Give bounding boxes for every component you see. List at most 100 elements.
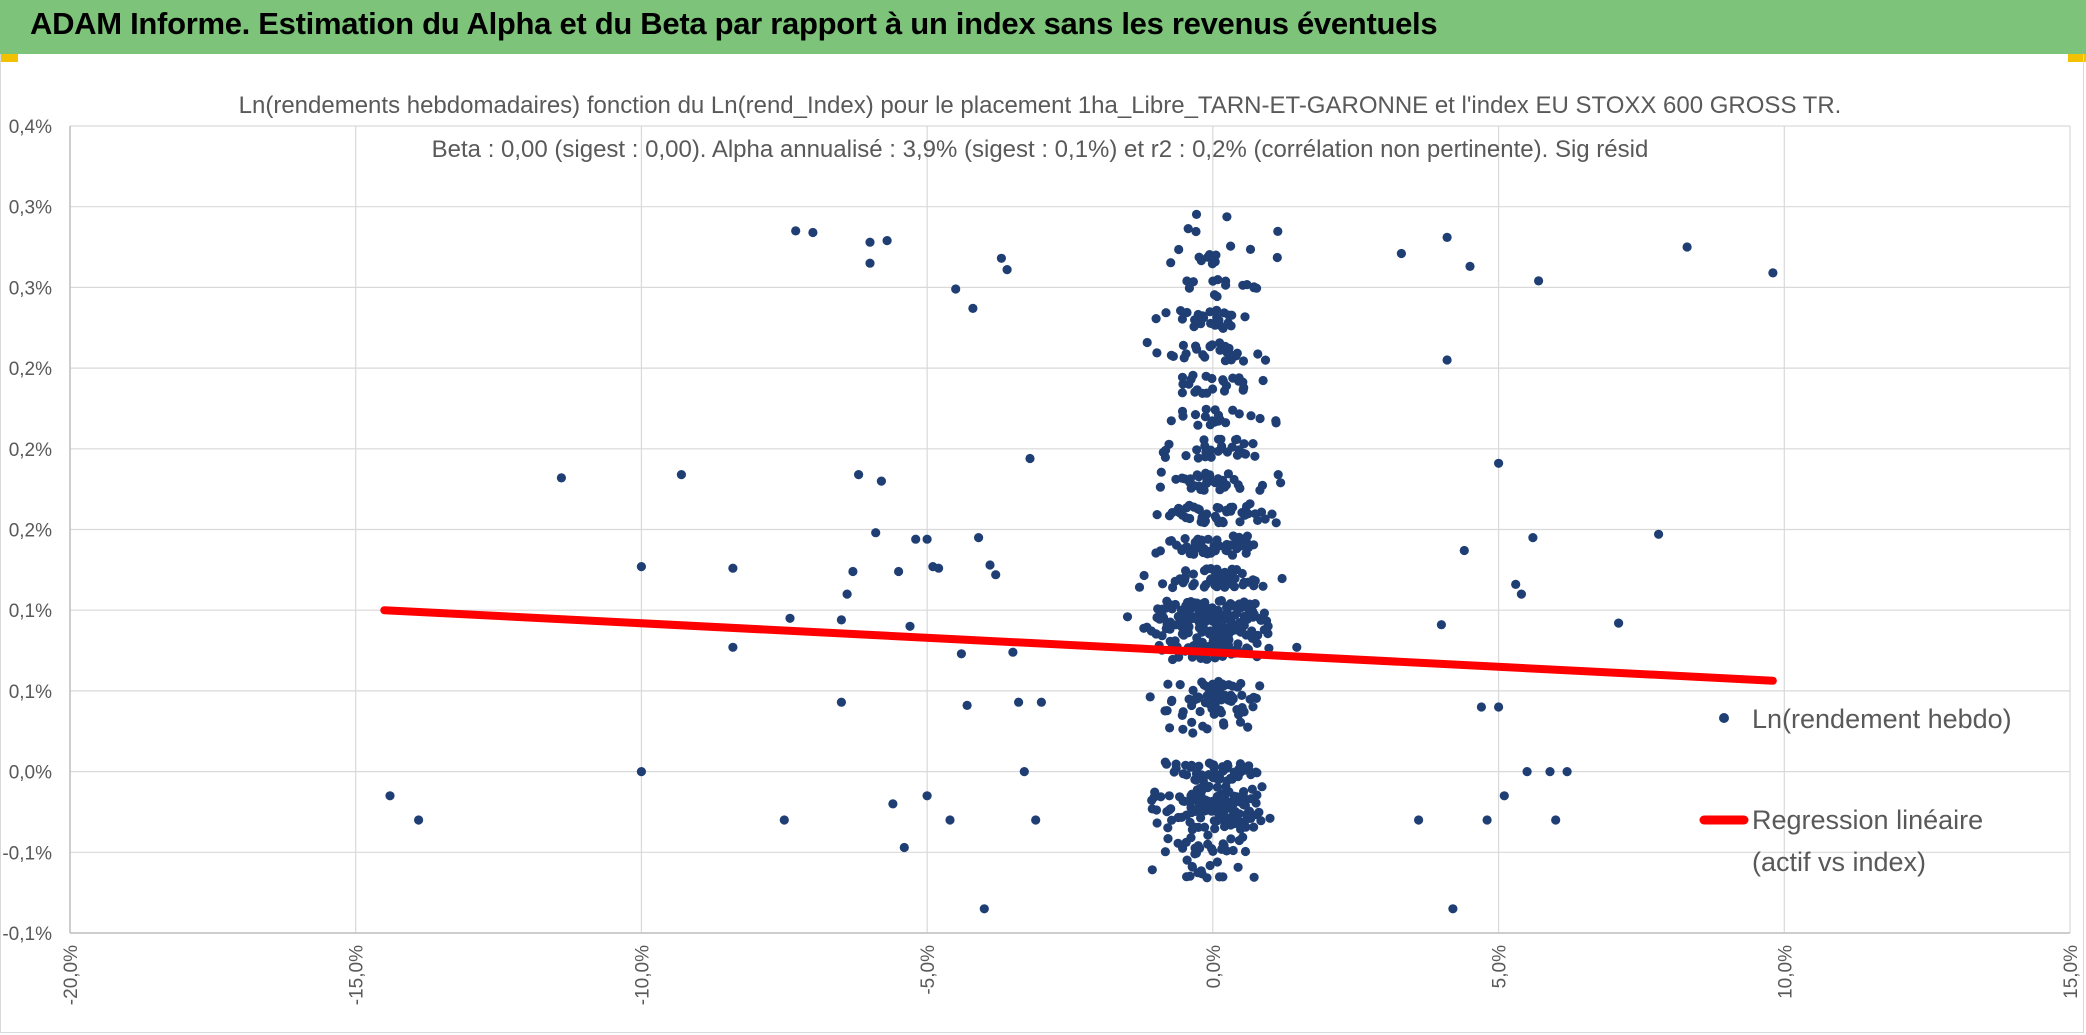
- data-point: [956, 649, 967, 659]
- chart-frame: [0, 54, 2084, 1033]
- data-point: [556, 473, 567, 483]
- data-point: [1168, 654, 1178, 665]
- y-tick-label: 0,1%: [9, 682, 52, 703]
- data-point: [1190, 537, 1200, 548]
- data-point: [1008, 647, 1018, 657]
- data-point: [1216, 434, 1226, 444]
- data-point: [1177, 372, 1188, 382]
- data-point: [779, 815, 789, 825]
- data-point: [1215, 320, 1225, 330]
- data-point: [1267, 509, 1277, 519]
- data-point: [1177, 314, 1187, 324]
- legend-label-series: Ln(rendement hebdo): [1752, 704, 2012, 734]
- data-point: [1226, 502, 1236, 512]
- data-point: [1193, 868, 1203, 878]
- data-point: [1173, 611, 1183, 622]
- data-point: [1203, 830, 1213, 840]
- data-point: [1212, 502, 1222, 513]
- y-tick-label: 0,1%: [9, 601, 52, 622]
- data-point: [1208, 605, 1218, 615]
- data-point: [1218, 639, 1228, 649]
- data-point: [1236, 817, 1246, 827]
- data-point: [922, 791, 932, 801]
- data-point: [1499, 791, 1509, 801]
- data-point: [1179, 353, 1189, 363]
- data-point: [1188, 547, 1198, 557]
- data-point: [1177, 406, 1188, 416]
- data-point: [1273, 470, 1283, 480]
- data-point: [1188, 581, 1198, 591]
- data-point: [1436, 620, 1446, 630]
- data-point: [1239, 787, 1249, 797]
- y-tick-label: -0,1%: [2, 843, 52, 864]
- data-point: [1511, 579, 1521, 590]
- y-tick-label: 0,2%: [9, 440, 52, 461]
- data-point: [1142, 337, 1152, 348]
- data-point: [854, 470, 864, 480]
- data-point: [676, 470, 687, 480]
- data-point: [985, 560, 995, 570]
- data-point: [876, 476, 887, 486]
- data-point: [842, 589, 852, 599]
- data-point: [1258, 581, 1268, 591]
- data-point: [1208, 476, 1218, 486]
- data-point: [1152, 818, 1162, 828]
- axes: [69, 126, 2070, 934]
- data-point: [1253, 349, 1263, 359]
- data-point: [1522, 767, 1532, 777]
- data-point: [1212, 535, 1222, 545]
- data-point: [1185, 474, 1195, 484]
- data-point: [1222, 776, 1232, 786]
- data-point: [1156, 792, 1166, 802]
- data-point: [1162, 619, 1172, 629]
- data-point: [1202, 873, 1212, 883]
- y-tick-label: 0,4%: [9, 117, 52, 138]
- data-point: [808, 227, 818, 238]
- data-point: [1193, 420, 1203, 430]
- y-tick-label: -0,1%: [2, 924, 52, 945]
- data-point: [1201, 371, 1211, 381]
- data-point: [922, 534, 932, 544]
- chart-title-line2: Beta : 0,00 (sigest : 0,00). Alpha annua…: [432, 136, 1649, 163]
- data-point: [1165, 536, 1175, 546]
- data-point: [1163, 823, 1173, 833]
- data-point: [414, 815, 424, 825]
- data-point: [911, 534, 921, 544]
- data-point: [1201, 472, 1211, 482]
- data-point: [1155, 482, 1165, 492]
- data-point: [1200, 412, 1210, 422]
- data-point: [1190, 410, 1201, 420]
- data-point: [1256, 507, 1267, 517]
- data-point: [1229, 819, 1239, 829]
- data-point: [979, 904, 989, 914]
- data-point: [1206, 574, 1216, 584]
- x-tick-label: -20,0%: [61, 945, 82, 1005]
- data-point: [1260, 514, 1270, 524]
- data-point: [1243, 722, 1253, 732]
- data-point: [1193, 795, 1204, 805]
- data-point: [1191, 341, 1201, 351]
- data-point: [1195, 706, 1205, 717]
- data-point: [1176, 306, 1186, 316]
- data-point: [1465, 261, 1475, 271]
- data-point: [1171, 474, 1181, 484]
- data-point: [1201, 654, 1211, 664]
- data-point: [1152, 509, 1162, 520]
- data-point: [1201, 404, 1211, 414]
- data-point: [1614, 618, 1624, 628]
- data-point: [1236, 824, 1246, 834]
- data-point: [1160, 847, 1170, 857]
- data-point: [1216, 596, 1226, 606]
- data-point: [1260, 355, 1271, 365]
- data-point: [1165, 600, 1175, 610]
- y-tick-label: 0,3%: [9, 278, 52, 299]
- data-point: [1249, 692, 1259, 702]
- data-point: [1194, 481, 1204, 491]
- regression-line: [380, 606, 1777, 685]
- data-point: [894, 566, 904, 577]
- data-point: [1019, 767, 1029, 777]
- data-point: [1171, 540, 1182, 550]
- data-point: [1551, 815, 1561, 825]
- data-point: [1235, 717, 1246, 727]
